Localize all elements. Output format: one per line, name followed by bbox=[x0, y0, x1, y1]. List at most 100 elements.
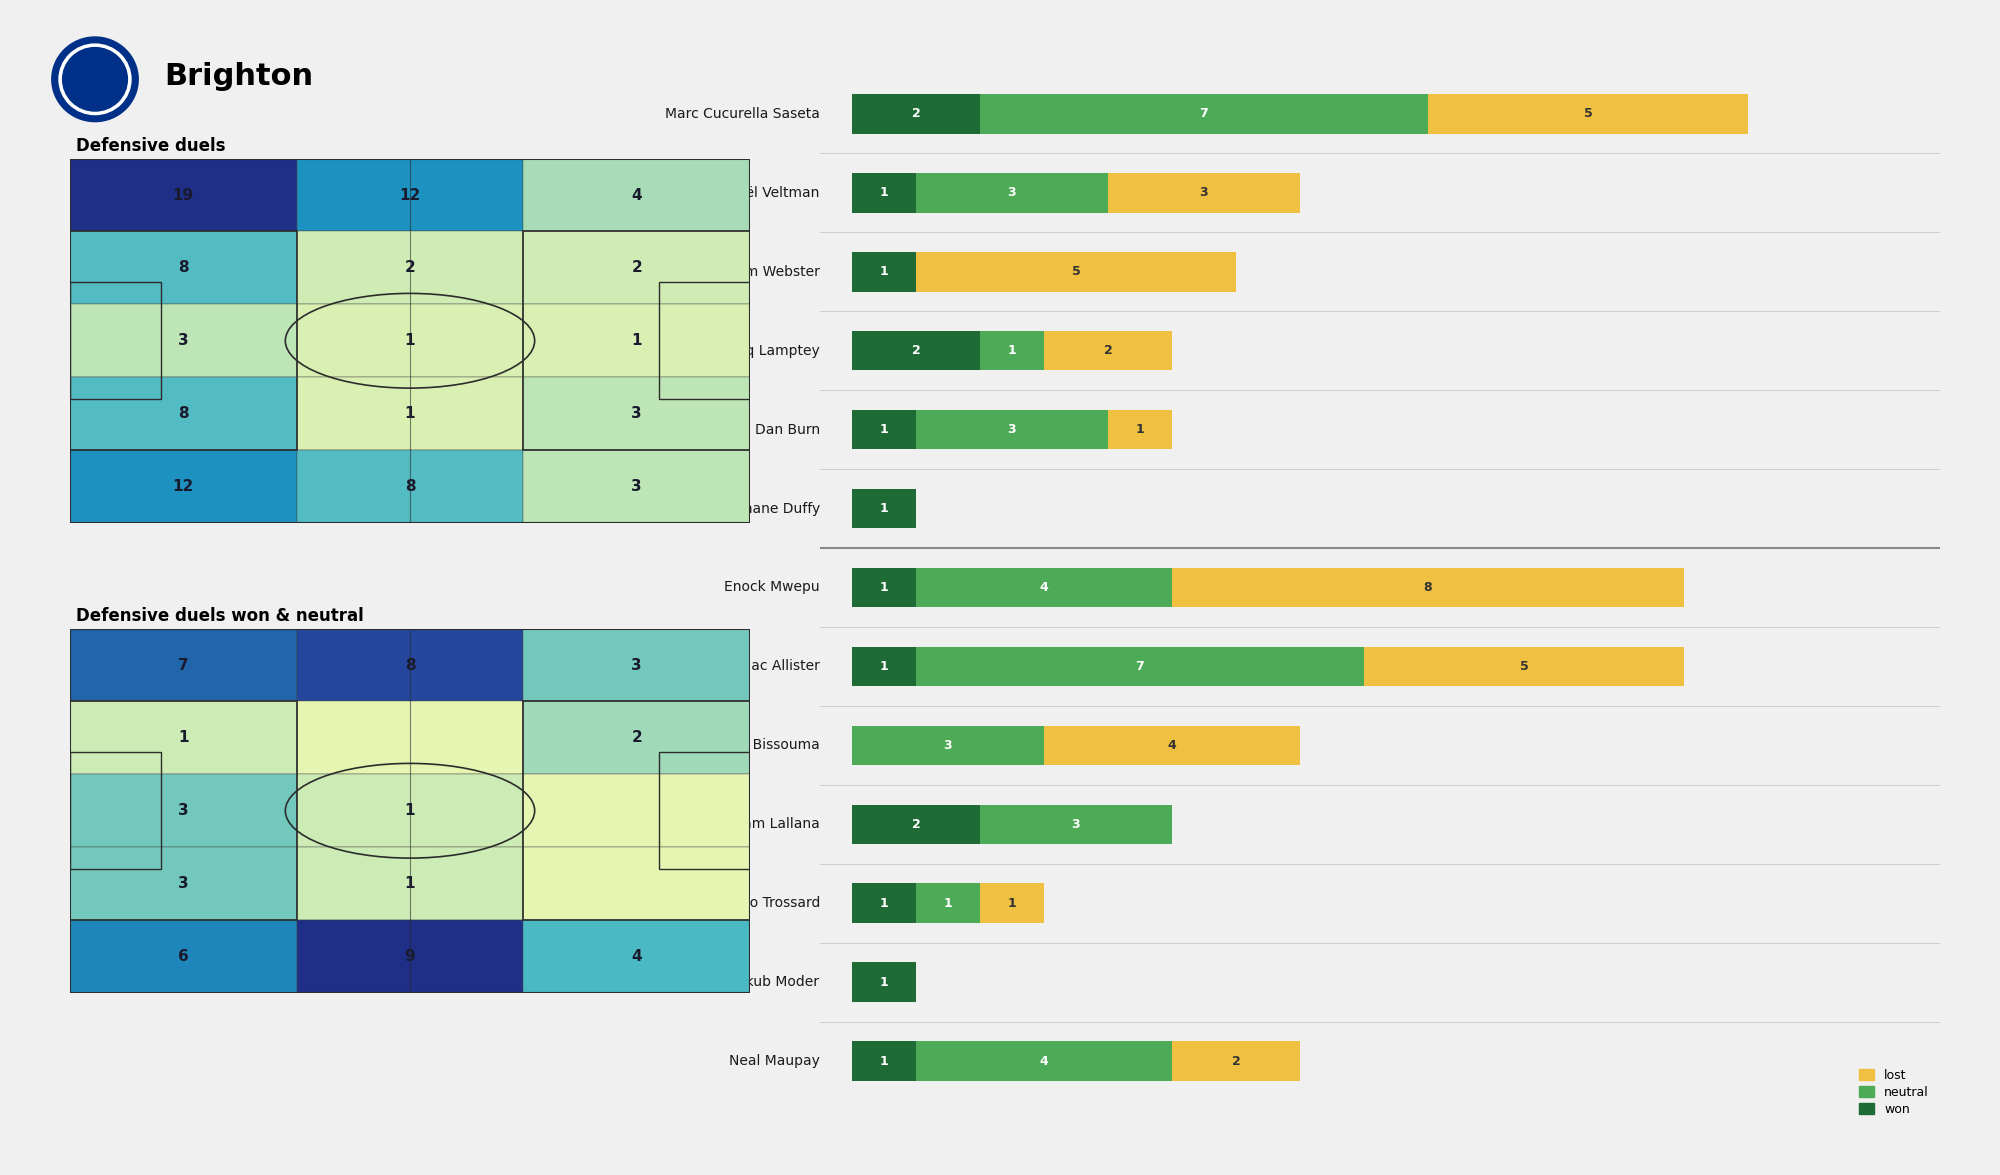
Bar bbox=[70, 304, 296, 377]
Text: 3: 3 bbox=[1008, 187, 1016, 200]
Bar bbox=[916, 173, 1108, 213]
Bar bbox=[916, 1041, 1172, 1081]
Text: 2: 2 bbox=[404, 261, 416, 275]
Text: Enock Mwepu: Enock Mwepu bbox=[724, 580, 820, 595]
Text: 3: 3 bbox=[178, 877, 188, 891]
Text: 1: 1 bbox=[404, 804, 416, 818]
Bar bbox=[980, 331, 1044, 370]
Text: 3: 3 bbox=[1200, 187, 1208, 200]
Bar bbox=[70, 282, 160, 400]
Text: 1: 1 bbox=[1008, 897, 1016, 909]
Bar bbox=[980, 94, 1428, 134]
Bar bbox=[852, 962, 916, 1002]
Text: Tariq Lamptey: Tariq Lamptey bbox=[722, 344, 820, 357]
Text: 12: 12 bbox=[172, 479, 194, 494]
Bar bbox=[524, 377, 750, 450]
Text: 4: 4 bbox=[1040, 1054, 1048, 1068]
Text: 1: 1 bbox=[880, 660, 888, 673]
Bar bbox=[296, 701, 524, 774]
Bar bbox=[916, 646, 1364, 686]
Text: 3: 3 bbox=[632, 407, 642, 421]
Text: 8: 8 bbox=[404, 658, 416, 672]
Bar bbox=[70, 629, 296, 701]
Bar bbox=[660, 752, 750, 870]
Text: 8: 8 bbox=[404, 479, 416, 494]
Bar bbox=[852, 568, 916, 607]
Bar bbox=[524, 159, 750, 231]
Text: 2: 2 bbox=[1104, 344, 1112, 357]
Text: Neal Maupay: Neal Maupay bbox=[730, 1054, 820, 1068]
Text: 1: 1 bbox=[632, 334, 642, 348]
Bar bbox=[296, 629, 524, 701]
Bar bbox=[852, 173, 916, 213]
Text: 1: 1 bbox=[880, 975, 888, 988]
Text: Yves Bissouma: Yves Bissouma bbox=[716, 738, 820, 752]
Text: 3: 3 bbox=[632, 658, 642, 672]
Text: 3: 3 bbox=[1008, 423, 1016, 436]
Bar bbox=[916, 568, 1172, 607]
Bar bbox=[1428, 94, 1748, 134]
Bar bbox=[1044, 331, 1172, 370]
Bar bbox=[296, 304, 524, 377]
Text: 2: 2 bbox=[632, 731, 642, 745]
Bar bbox=[852, 646, 916, 686]
Bar bbox=[70, 847, 296, 920]
Text: 1: 1 bbox=[880, 266, 888, 278]
Text: 5: 5 bbox=[1584, 107, 1592, 121]
Bar bbox=[524, 629, 750, 701]
Bar bbox=[852, 331, 980, 370]
Bar bbox=[916, 410, 1108, 449]
Text: 4: 4 bbox=[632, 188, 642, 202]
Bar bbox=[916, 253, 1236, 291]
Circle shape bbox=[52, 38, 138, 122]
Bar bbox=[524, 847, 750, 920]
Circle shape bbox=[62, 48, 128, 110]
Bar bbox=[660, 282, 750, 400]
Text: 19: 19 bbox=[172, 188, 194, 202]
Text: 7: 7 bbox=[1200, 107, 1208, 121]
Text: Defensive duels won & neutral: Defensive duels won & neutral bbox=[76, 606, 364, 625]
Text: Alexis Mac Allister: Alexis Mac Allister bbox=[694, 659, 820, 673]
Bar bbox=[1364, 646, 1684, 686]
Bar bbox=[524, 701, 750, 774]
Bar bbox=[524, 304, 750, 377]
Text: Brighton: Brighton bbox=[164, 62, 314, 90]
Legend: lost, neutral, won: lost, neutral, won bbox=[1854, 1065, 1934, 1121]
Bar bbox=[70, 231, 296, 304]
Bar bbox=[524, 920, 750, 993]
Bar bbox=[70, 920, 296, 993]
Text: 12: 12 bbox=[400, 188, 420, 202]
Bar bbox=[296, 377, 524, 450]
Bar bbox=[296, 920, 524, 993]
Bar bbox=[852, 489, 916, 529]
Text: Adam Lallana: Adam Lallana bbox=[726, 818, 820, 831]
Bar bbox=[1172, 1041, 1300, 1081]
Bar bbox=[524, 450, 750, 523]
Bar bbox=[524, 231, 750, 450]
Text: 4: 4 bbox=[1168, 739, 1176, 752]
Text: 1: 1 bbox=[880, 187, 888, 200]
Text: Shane Duffy: Shane Duffy bbox=[734, 502, 820, 516]
Text: 1: 1 bbox=[404, 877, 416, 891]
Text: 6: 6 bbox=[178, 949, 188, 964]
Bar bbox=[852, 726, 1044, 765]
Text: 1: 1 bbox=[404, 334, 416, 348]
Text: 1: 1 bbox=[880, 1054, 888, 1068]
Bar bbox=[70, 752, 160, 870]
Text: 5: 5 bbox=[1520, 660, 1528, 673]
Text: 2: 2 bbox=[912, 107, 920, 121]
Bar bbox=[70, 701, 296, 774]
Text: 2: 2 bbox=[1232, 1054, 1240, 1068]
Text: 1: 1 bbox=[178, 731, 188, 745]
Bar bbox=[1044, 726, 1300, 765]
Text: 5: 5 bbox=[1072, 266, 1080, 278]
Text: 1: 1 bbox=[880, 897, 888, 909]
Bar bbox=[916, 884, 980, 922]
Bar bbox=[296, 847, 524, 920]
Bar bbox=[70, 231, 296, 450]
Bar bbox=[296, 231, 524, 304]
Text: 1: 1 bbox=[404, 407, 416, 421]
Bar bbox=[70, 377, 296, 450]
Text: 3: 3 bbox=[1072, 818, 1080, 831]
Text: 1: 1 bbox=[1008, 344, 1016, 357]
